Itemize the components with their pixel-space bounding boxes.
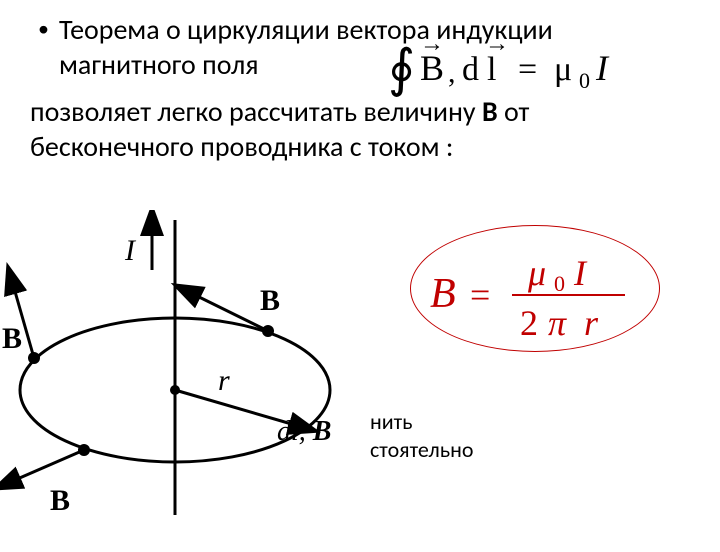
integral-formula: ∮ → B , d → l = μ 0 I bbox=[370, 38, 700, 98]
svg-text:∮: ∮ bbox=[388, 41, 415, 98]
svg-text:l: l bbox=[487, 51, 496, 88]
svg-text:0: 0 bbox=[554, 271, 565, 296]
second-paragraph: позволяет легко рассчитать величину В от… bbox=[30, 94, 690, 164]
svg-text:B: B bbox=[50, 484, 70, 517]
result-formula: B = μ 0 I 2 π r bbox=[430, 245, 640, 345]
para2-a: позволяет легко рассчитать величину bbox=[30, 94, 482, 129]
svg-text:dl, B: dl, B bbox=[277, 416, 331, 447]
svg-text:2: 2 bbox=[520, 303, 538, 343]
svg-text:B: B bbox=[420, 48, 444, 88]
obscured-line2: стоятельно bbox=[370, 436, 473, 464]
svg-text:I: I bbox=[595, 48, 610, 88]
svg-text:B: B bbox=[2, 322, 22, 355]
svg-text:0: 0 bbox=[579, 68, 590, 93]
svg-text:B: B bbox=[260, 284, 280, 317]
para2-b: В bbox=[482, 94, 498, 129]
svg-text:μ: μ bbox=[554, 51, 572, 88]
svg-text:,: , bbox=[448, 56, 456, 89]
svg-text:=: = bbox=[470, 275, 490, 315]
svg-text:r: r bbox=[218, 364, 230, 397]
obscured-line1: нить bbox=[370, 408, 473, 436]
diagram: I r B B B dl, B bbox=[0, 210, 400, 530]
svg-text:B: B bbox=[430, 271, 456, 317]
svg-text:μ: μ bbox=[527, 253, 546, 293]
svg-text:=: = bbox=[518, 51, 537, 88]
svg-text:d: d bbox=[462, 51, 479, 88]
svg-text:I: I bbox=[124, 234, 137, 267]
svg-text:r: r bbox=[584, 303, 599, 343]
bullet-dot: • bbox=[38, 12, 49, 45]
obscured-text: нить стоятельно bbox=[370, 408, 473, 463]
svg-text:I: I bbox=[573, 253, 588, 293]
svg-text:π: π bbox=[548, 303, 567, 343]
